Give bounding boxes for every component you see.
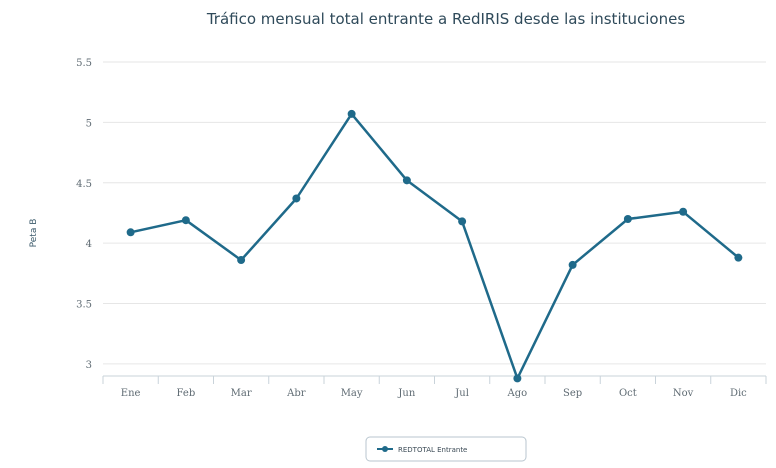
chart-title: Tráfico mensual total entrante a RedIRIS… bbox=[206, 10, 685, 28]
data-point-sep[interactable] bbox=[568, 260, 577, 269]
legend[interactable]: REDTOTAL Entrante bbox=[365, 436, 527, 462]
x-axis-ticks: Ene Feb Mar Abr May Jun Jul Ago Sep Oct Nov Dic bbox=[102, 376, 767, 399]
x-tick-label: Dic bbox=[730, 388, 747, 399]
data-point-oct[interactable] bbox=[623, 215, 632, 223]
y-axis-ticks: 3 3.5 4 4.5 5 5.5 bbox=[76, 58, 92, 371]
x-tick-label: Jun bbox=[397, 388, 415, 399]
x-tick-label: Ago bbox=[507, 388, 528, 399]
y-axis-label: Peta B bbox=[29, 219, 39, 248]
legend-series-point-icon bbox=[382, 446, 388, 452]
x-tick-label: Mar bbox=[231, 388, 252, 399]
legend-box[interactable] bbox=[365, 436, 527, 462]
x-tick-label: May bbox=[341, 388, 363, 399]
data-point-ago[interactable] bbox=[513, 374, 522, 383]
grid-lines bbox=[103, 61, 766, 365]
x-tick-label: Feb bbox=[177, 388, 196, 399]
x-tick-label: Jul bbox=[454, 388, 469, 399]
data-point-jul[interactable] bbox=[458, 217, 467, 226]
x-tick-label: Sep bbox=[563, 388, 582, 399]
y-tick-label: 5.5 bbox=[76, 58, 92, 69]
series-points bbox=[126, 109, 743, 383]
y-tick-label: 5 bbox=[86, 118, 92, 129]
y-tick-label: 4 bbox=[86, 239, 92, 250]
data-point-nov[interactable] bbox=[679, 207, 688, 216]
data-point-may[interactable] bbox=[347, 109, 356, 118]
data-point-dic[interactable] bbox=[734, 253, 743, 262]
data-point-feb[interactable] bbox=[181, 216, 190, 225]
series-line bbox=[130, 112, 740, 380]
x-tick-label: Ene bbox=[121, 388, 141, 399]
y-tick-label: 3.5 bbox=[76, 300, 92, 311]
x-tick-label: Oct bbox=[619, 388, 637, 399]
y-tick-label: 3 bbox=[86, 360, 92, 371]
x-tick-label: Nov bbox=[673, 388, 694, 399]
data-point-ene[interactable] bbox=[126, 228, 135, 237]
data-point-abr[interactable] bbox=[292, 194, 301, 203]
data-point-jun[interactable] bbox=[402, 176, 411, 185]
data-point-mar[interactable] bbox=[237, 256, 246, 265]
legend-series-label: REDTOTAL Entrante bbox=[398, 446, 467, 454]
y-tick-label: 4.5 bbox=[76, 179, 92, 190]
x-tick-label: Abr bbox=[286, 388, 306, 399]
